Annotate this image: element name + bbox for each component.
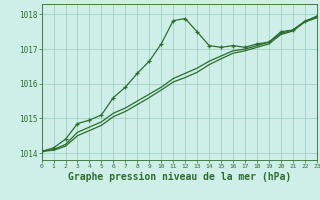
X-axis label: Graphe pression niveau de la mer (hPa): Graphe pression niveau de la mer (hPa) [68, 172, 291, 182]
